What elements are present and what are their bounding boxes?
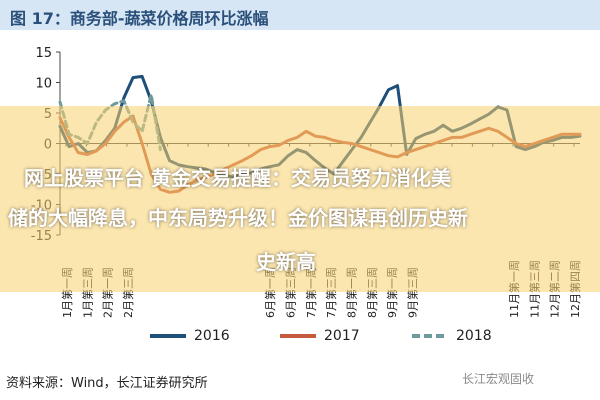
legend-label-2018: 2018 bbox=[456, 328, 492, 344]
source-note: 资料来源：Wind，长江证券研究所 bbox=[6, 376, 208, 391]
figure-title: 图 17：商务部-蔬菜价格周环比涨幅 bbox=[0, 0, 600, 30]
legend-label-2016: 2016 bbox=[194, 328, 230, 344]
watermark: 长江宏观固收 bbox=[462, 372, 535, 386]
legend-swatch-2018 bbox=[412, 334, 448, 338]
overlay-line-1[interactable]: 网上股票平台 黄金交易提醒：交易员努力消化美 bbox=[24, 166, 451, 190]
legend-swatch-2017 bbox=[280, 334, 316, 338]
legend: 2016 2017 2018 bbox=[150, 328, 590, 348]
overlay-line-3[interactable]: 史新高 bbox=[256, 250, 316, 274]
legend-item-2018: 2018 bbox=[412, 328, 492, 344]
legend-item-2016: 2016 bbox=[150, 328, 230, 344]
y-tick-label: 10 bbox=[35, 77, 52, 92]
y-tick-label: 15 bbox=[35, 46, 52, 61]
legend-label-2017: 2017 bbox=[324, 328, 360, 344]
legend-item-2017: 2017 bbox=[280, 328, 360, 344]
legend-swatch-2016 bbox=[150, 334, 186, 338]
overlay-line-2[interactable]: 储的大幅降息，中东局势升级！金价图谋再创历史新 bbox=[8, 206, 468, 230]
ad-overlay[interactable]: 网上股票平台 黄金交易提醒：交易员努力消化美 储的大幅降息，中东局势升级！金价图… bbox=[0, 106, 600, 292]
